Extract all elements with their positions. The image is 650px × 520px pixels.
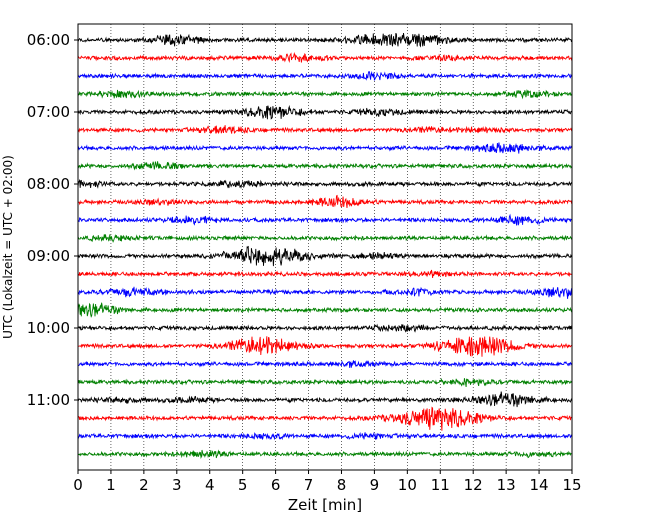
y-tick-label: 06:00 — [27, 31, 70, 49]
x-tick-label: 6 — [271, 476, 281, 494]
trace-0800 — [77, 178, 573, 189]
x-axis: 0 1 2 3 4 5 6 7 8 9 10 11 12 13 14 15 — [73, 470, 582, 494]
x-tick-label: 4 — [205, 476, 215, 494]
vertical-grid — [110, 24, 540, 470]
x-tick-label: 3 — [172, 476, 182, 494]
trace-0845 — [77, 233, 573, 243]
x-axis-label: Zeit [min] — [288, 496, 362, 514]
trace-0745 — [77, 161, 573, 171]
x-tick-label: 13 — [497, 476, 516, 494]
trace-0630 — [77, 70, 573, 81]
plot-frame — [77, 23, 573, 471]
trace-1015 — [77, 336, 573, 357]
x-tick-label: 0 — [73, 476, 83, 494]
y-tick-label: 10:00 — [27, 319, 70, 337]
trace-0600 — [77, 32, 573, 48]
trace-0945 — [77, 302, 573, 318]
trace-0700 — [77, 104, 573, 120]
x-tick-label: 5 — [238, 476, 248, 494]
y-tick-label: 11:00 — [27, 391, 70, 409]
trace-1100 — [77, 391, 573, 408]
x-tick-label: 9 — [370, 476, 380, 494]
y-tick-label: 07:00 — [27, 103, 70, 121]
trace-group — [77, 32, 573, 460]
x-tick-label: 10 — [398, 476, 417, 494]
x-tick-label: 14 — [530, 476, 549, 494]
trace-0900 — [77, 245, 573, 267]
trace-0645 — [77, 89, 573, 100]
x-tick-label: 1 — [106, 476, 116, 494]
trace-0730 — [77, 142, 573, 154]
y-tick-label: 09:00 — [27, 247, 70, 265]
x-tick-label: 11 — [431, 476, 450, 494]
x-tick-label: 12 — [464, 476, 483, 494]
trace-1045 — [78, 377, 573, 388]
x-tick-label: 2 — [139, 476, 149, 494]
trace-1145 — [77, 449, 573, 460]
y-axis: 06:00 07:00 08:00 09:00 10:00 11:00 — [27, 31, 78, 409]
y-tick-label: 08:00 — [27, 175, 70, 193]
trace-1130 — [77, 431, 573, 441]
x-tick-label: 8 — [337, 476, 347, 494]
trace-0715 — [77, 125, 573, 135]
x-tick-label: 7 — [304, 476, 314, 494]
trace-1030 — [77, 359, 573, 368]
trace-0930 — [77, 286, 573, 299]
y-axis-label: UTC (Lokalzeit = UTC + 02:00) — [1, 155, 15, 339]
trace-0815 — [77, 194, 573, 209]
x-tick-label: 15 — [562, 476, 581, 494]
trace-0830 — [77, 213, 573, 226]
trace-1115 — [77, 406, 573, 431]
trace-0915 — [77, 269, 573, 278]
trace-0615 — [77, 51, 573, 63]
trace-1000 — [77, 323, 573, 333]
